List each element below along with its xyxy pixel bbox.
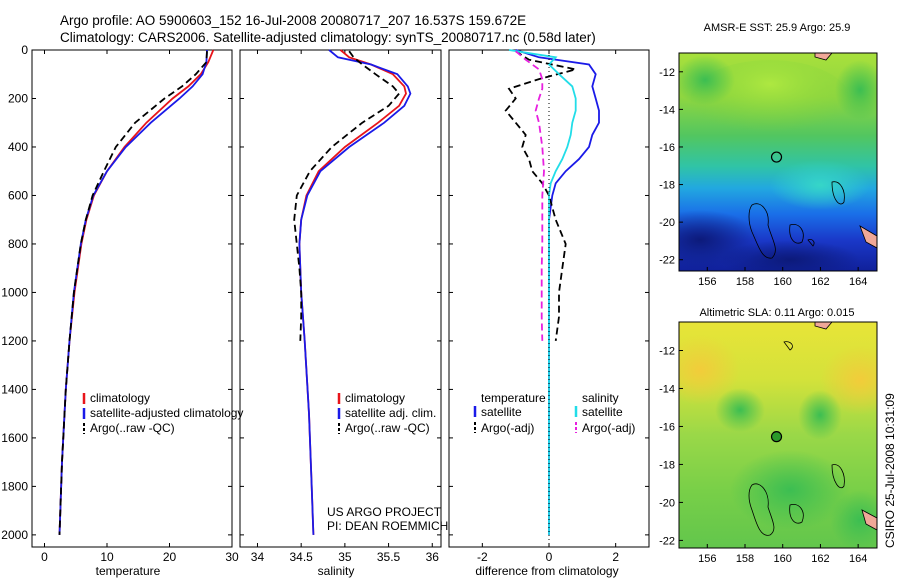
y-tick-label: 0 [21,43,28,57]
y-tick-label: 2000 [1,528,28,542]
x-tick-label: 160 [774,553,792,565]
y-tick-label: 200 [8,91,28,105]
series-line-satellite-adjusted-climatology [58,49,208,535]
y-tick-label: -20 [659,497,675,509]
figure-subtitle: Climatology: CARS2006. Satellite-adjuste… [60,30,596,45]
difference-lines [504,49,600,535]
y-tick-label: -22 [659,535,675,547]
x-tick-label: -2 [477,550,488,564]
temperature-xlabel: temperature [96,564,161,578]
x-tick-label: 156 [698,553,716,565]
x-tick-label: 10 [100,550,114,564]
argo-location-marker [770,431,783,443]
y-tick-label: -22 [659,255,675,267]
y-tick-label: -16 [659,142,675,154]
legend-heading-salinity: salinity [582,391,619,405]
salinity-lines [293,49,412,535]
x-tick-label: 164 [849,276,867,288]
y-tick-label: -12 [659,67,675,79]
x-tick-label: 36 [426,550,440,564]
x-tick-label: 158 [736,553,754,565]
temperature-lines [58,49,215,535]
temperature-legend: climatology satellite-adjusted climatolo… [82,391,243,435]
y-tick-label: 400 [8,140,28,154]
legend-label-argo: Argo(..raw -QC) [345,421,430,435]
series-line-climatology [298,49,407,535]
sst-map-title: AMSR-E SST: 25.9 Argo: 25.9 [704,22,851,34]
sst-map-axes: 156 158 160 162 164 -12 -14 -16 -18 -20 -22 [659,67,867,288]
salinity-panel-frame [239,49,442,548]
x-tick-label: 0 [41,550,48,564]
legend-label-temp-satellite: satellite [481,405,522,419]
y-tick-label: -16 [659,421,675,433]
y-tick-label: -12 [659,345,675,357]
x-tick-label: 30 [225,550,239,564]
legend-label-argo: Argo(..raw -QC) [90,421,175,435]
x-tick-label: 2 [612,550,619,564]
argo-location-marker [770,151,783,163]
x-tick-label: 20 [163,550,177,564]
y-tick-label: 1800 [1,479,28,493]
y-tick-label: -18 [659,180,675,192]
x-tick-label: 34 [251,550,265,564]
y-tick-label: 1200 [1,334,28,348]
temperature-panel-frame [31,49,233,548]
temperature-axes: 0 200 400 600 800 1000 1200 1400 1600 1800 2000 0 10… [1,43,239,564]
x-tick-label: 35.5 [377,550,401,564]
y-tick-label: -20 [659,217,675,229]
y-tick-label: 800 [8,237,28,251]
series-line-salinity-argo-adj- [515,50,545,341]
salinity-axes: 34 34.5 35 35.5 36 [240,49,441,564]
x-tick-label: 0 [546,550,553,564]
legend-label-climatology: climatology [90,391,150,405]
x-tick-label: 160 [774,276,792,288]
difference-axes: -2 0 2 [449,49,649,564]
legend-label-sal-satellite: satellite [582,405,623,419]
x-tick-label: 164 [849,553,867,565]
legend-label-satellite: satellite adj. clim. [345,406,436,420]
csiro-timestamp: CSIRO 25-Jul-2008 10:31:09 [883,393,897,548]
series-line-satellite-adj-clim- [298,49,412,535]
salinity-xlabel: salinity [318,564,355,578]
x-tick-label: 162 [811,276,829,288]
legend-label-climatology: climatology [345,391,405,405]
x-tick-label: 162 [811,553,829,565]
figure-title: Argo profile: AO 5900603_152 16-Jul-2008… [60,13,526,28]
series-line-argo-raw-qc- [58,51,208,535]
x-tick-label: 156 [698,276,716,288]
pi-credit: PI: DEAN ROEMMICH [327,519,448,533]
y-tick-label: -14 [659,104,675,116]
y-tick-label: 600 [8,188,28,202]
legend-label-temp-argo: Argo(-adj) [481,421,534,435]
series-line-temperature-argo-adj- [504,50,576,342]
y-tick-label: 1400 [1,382,28,396]
project-credit: US ARGO PROJECT [327,505,442,519]
series-line-argo-raw-qc- [293,50,401,341]
x-tick-label: 35 [338,550,352,564]
y-tick-label: -18 [659,459,675,471]
y-tick-label: 1600 [1,431,28,445]
sla-map-title: Altimetric SLA: 0.11 Argo: 0.015 [699,307,854,319]
x-tick-label: 158 [736,276,754,288]
salinity-legend: climatology satellite adj. clim. Argo(..… [337,391,436,435]
y-tick-label: 1000 [1,285,28,299]
series-line-temperature-satellite [515,49,600,535]
difference-xlabel: difference from climatology [475,564,618,578]
sst-map [679,53,877,271]
x-tick-label: 34.5 [289,550,313,564]
difference-legend: temperature satellite Argo(-adj) salinit… [473,391,635,435]
legend-heading-temperature: temperature [481,391,546,405]
legend-label-sal-argo: Argo(-adj) [582,421,635,435]
y-tick-label: -14 [659,383,675,395]
legend-label-satellite: satellite-adjusted climatology [90,406,243,420]
sla-map-axes: 156 158 160 162 164 -12 -14 -16 -18 -20 -22 [659,345,867,565]
